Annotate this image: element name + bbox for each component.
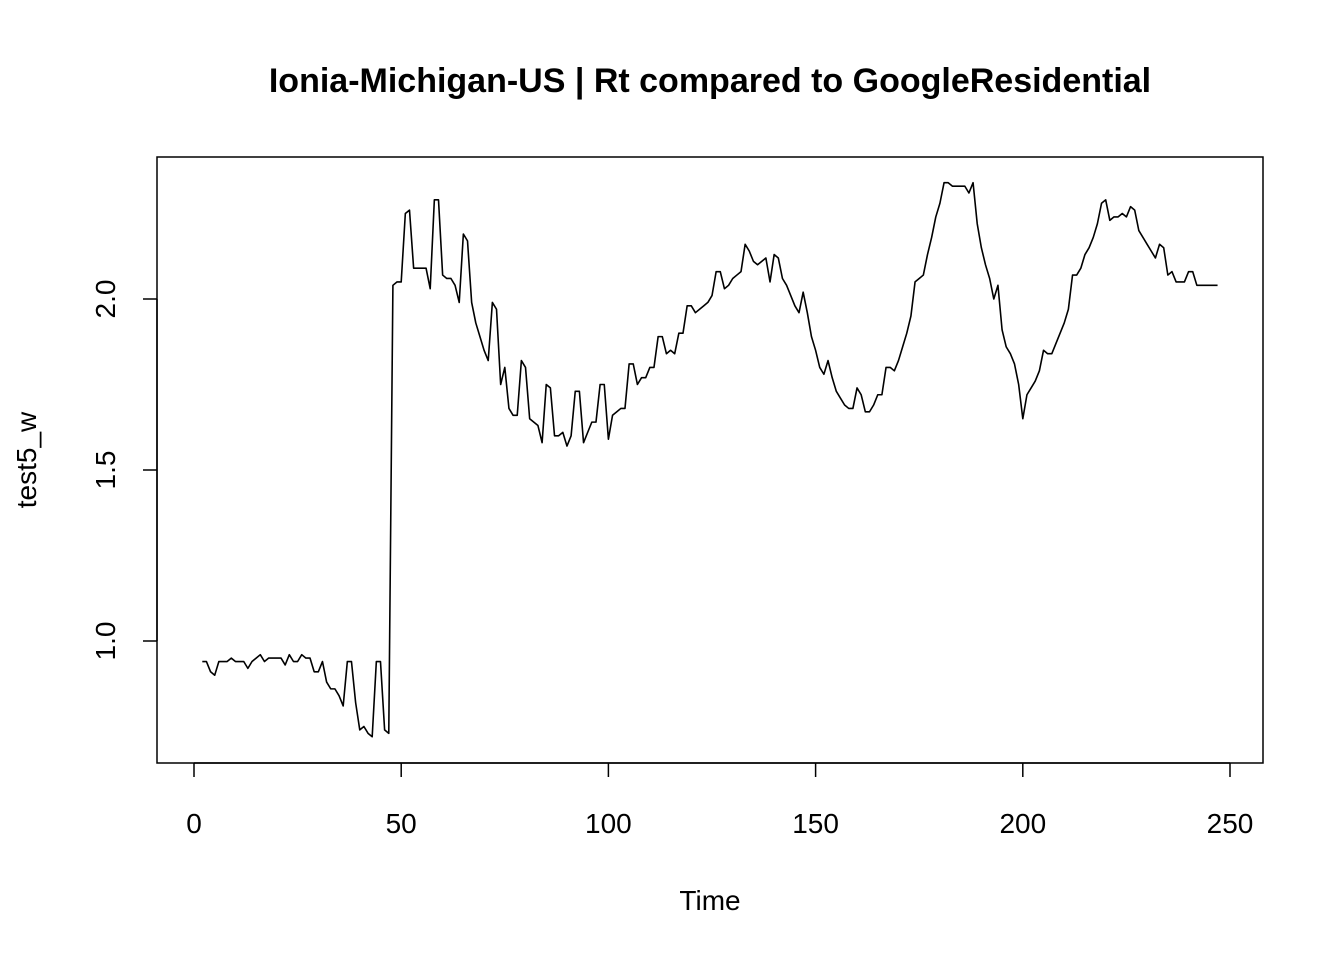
x-axis: 0 50 100 150 200 250 (186, 762, 1254, 839)
x-tick-label: 250 (1207, 808, 1254, 839)
y-tick-label: 1.0 (90, 622, 121, 661)
x-tick-label: 150 (792, 808, 839, 839)
y-tick-label: 1.5 (90, 451, 121, 490)
x-tick-label: 50 (386, 808, 417, 839)
plot-frame (156, 156, 1264, 764)
x-tick-label: 100 (585, 808, 632, 839)
x-axis-label: Time (679, 885, 740, 916)
y-axis-label: test5_w (11, 411, 42, 508)
chart-title: Ionia-Michigan-US | Rt compared to Googl… (269, 62, 1151, 100)
x-tick-label: 200 (999, 808, 1046, 839)
series-line (202, 181, 1218, 738)
x-tick-label: 0 (186, 808, 202, 839)
y-tick-label: 2.0 (90, 280, 121, 319)
y-axis: 1.0 1.5 2.0 (90, 280, 158, 661)
